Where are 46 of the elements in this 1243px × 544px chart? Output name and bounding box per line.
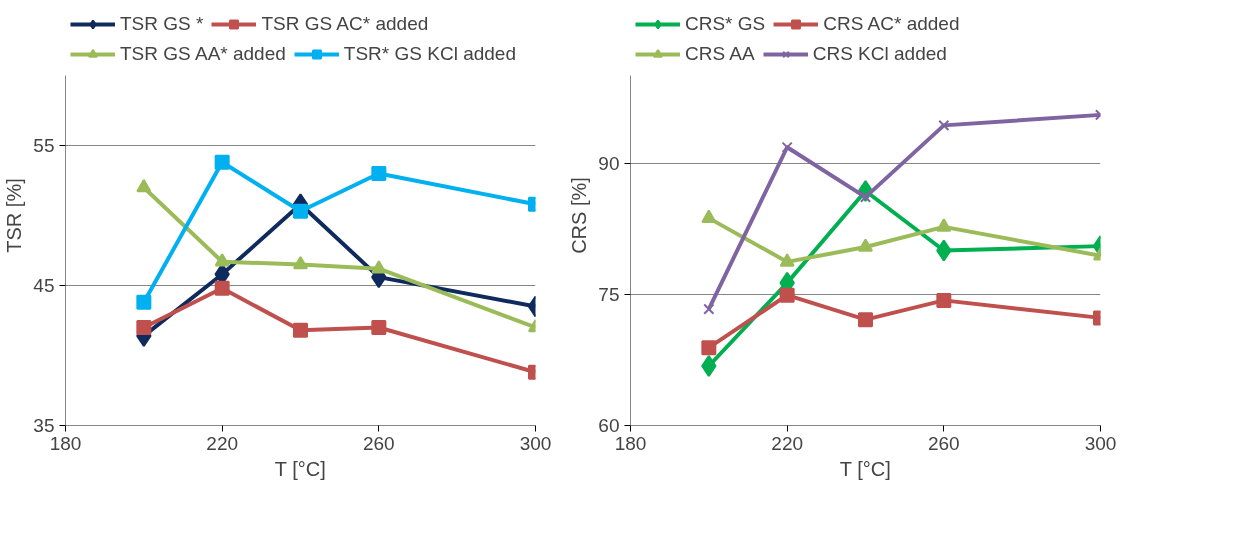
point: [936, 292, 952, 308]
legend-label: TSR* GS KCl added: [343, 43, 516, 65]
legend-label: CRS* GS: [685, 13, 766, 35]
point: [938, 119, 950, 131]
y-tick-label: 90: [598, 152, 620, 174]
point: [136, 178, 152, 193]
x-tick-label: 220: [206, 432, 239, 454]
legend-label: TSR GS AC* added: [261, 13, 429, 35]
x-tick-label: 220: [771, 432, 804, 454]
point: [293, 203, 308, 219]
y-tick-label: 55: [33, 135, 55, 156]
point: [293, 322, 308, 338]
x-axis-title: T [°C]: [274, 457, 326, 480]
legend-label: CRS AC* added: [823, 13, 960, 35]
point: [214, 154, 230, 170]
point: [214, 253, 230, 267]
x-tick-label: 260: [927, 432, 960, 454]
x-axis-title: T [°C]: [839, 457, 891, 480]
y-axis-title: TSR [%]: [3, 178, 26, 253]
y-tick-label: 75: [598, 283, 620, 305]
legend-label: TSR GS AA* added: [120, 43, 286, 65]
y-axis-title: CRS [%]: [568, 177, 591, 254]
point: [371, 320, 387, 335]
point: [293, 255, 308, 270]
point: [371, 260, 387, 274]
x-tick-label: 300: [1084, 432, 1117, 454]
point: [858, 312, 873, 328]
point: [779, 253, 795, 267]
point: [136, 320, 152, 335]
point: [936, 218, 952, 232]
point: [371, 166, 387, 181]
point: [136, 294, 152, 310]
point: [701, 209, 717, 223]
point: [858, 238, 873, 252]
point: [701, 340, 717, 356]
x-tick-label: 300: [519, 432, 552, 454]
point: [781, 141, 793, 153]
y-tick-label: 45: [33, 275, 55, 296]
point: [214, 280, 230, 296]
x-tick-label: 260: [362, 432, 395, 454]
legend-label: CRS AA: [685, 43, 755, 65]
legend-label: TSR GS *: [120, 13, 204, 35]
point: [779, 287, 795, 303]
point: [703, 303, 715, 315]
legend-label: CRS KCl added: [812, 43, 947, 65]
point: [701, 355, 717, 377]
